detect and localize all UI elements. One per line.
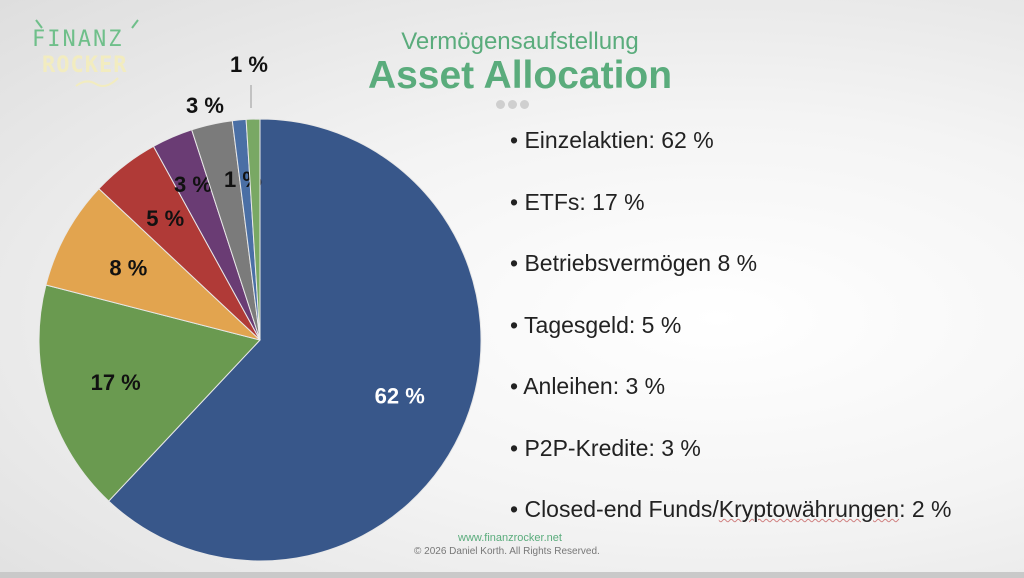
data-label: 1 % xyxy=(230,52,268,77)
data-label: 5 % xyxy=(146,206,184,231)
subtitle: Vermögensaufstellung xyxy=(401,28,639,55)
legend-item: Tagesgeld: 5 % xyxy=(510,305,952,367)
legend-item: Einzelaktien: 62 % xyxy=(510,120,952,182)
legend: Einzelaktien: 62 % ETFs: 17 % Betriebsve… xyxy=(510,120,952,551)
data-label: 3 % xyxy=(174,172,212,197)
pie-slice xyxy=(45,188,261,341)
spellcheck-word: Kryptowährungen xyxy=(718,496,900,522)
page-title: Asset Allocation xyxy=(367,54,673,97)
bottom-strip xyxy=(0,572,1024,578)
svg-text:FINANZ: FINANZ xyxy=(32,27,123,52)
more-dots-icon[interactable] xyxy=(496,96,532,114)
copyright: © 2026 Daniel Korth. All Rights Reserved… xyxy=(414,546,600,557)
svg-text:ROCKER: ROCKER xyxy=(42,53,127,78)
legend-item: Closed-end Funds/Kryptowährungen: 2 % xyxy=(510,489,951,551)
data-label: 17 % xyxy=(91,370,141,395)
legend-item: ETFs: 17 % xyxy=(510,182,952,244)
data-label: 8 % xyxy=(109,256,147,281)
legend-item: Betriebsvermögen 8 % xyxy=(510,243,952,305)
pie-slice xyxy=(38,284,261,502)
data-label: 3 % xyxy=(186,93,224,118)
legend-item: P2P-Kredite: 3 % xyxy=(510,428,952,490)
data-label: 62 % xyxy=(375,383,425,408)
pie-slice xyxy=(245,118,261,341)
legend-item: Anleihen: 3 % xyxy=(510,366,952,428)
finanzrocker-logo: FINANZ ROCKER xyxy=(32,19,139,87)
website-link[interactable]: www.finanzrocker.net xyxy=(458,532,562,544)
pie-slice xyxy=(108,118,482,562)
